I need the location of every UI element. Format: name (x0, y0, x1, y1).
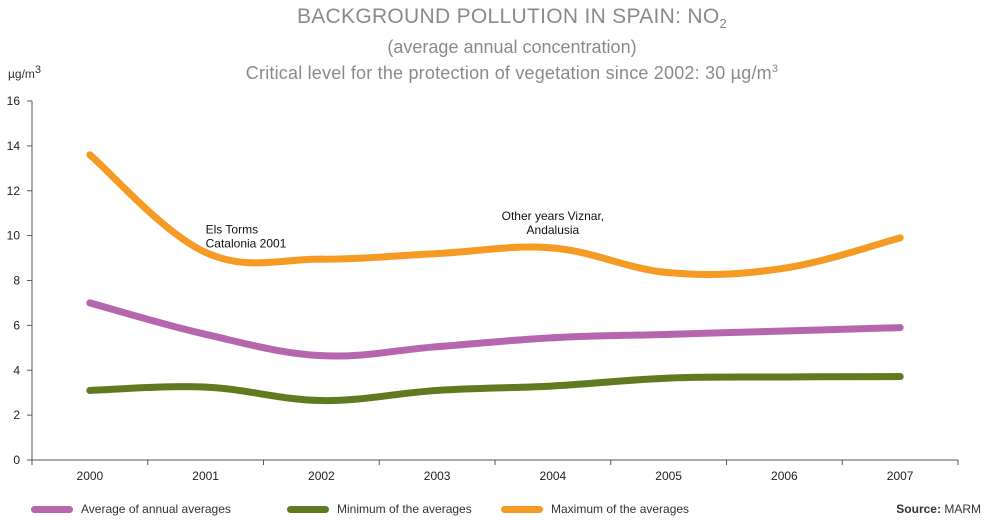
y-axis-unit-label: µg/m3 (8, 64, 42, 81)
chart-title-block: BACKGROUND POLLUTION IN SPAIN: NO2 (aver… (0, 4, 991, 85)
data-point-maximum-of-the-averages (896, 234, 904, 242)
legend-swatch-minimum (287, 505, 329, 513)
data-point-minimum-of-the-averages (202, 383, 210, 391)
y-tick-label: 2 (13, 408, 20, 422)
y-tick-label: 8 (13, 274, 20, 288)
data-point-minimum-of-the-averages (780, 373, 788, 381)
source-note: Source: MARM (896, 502, 981, 516)
y-tick-label: 0 (13, 453, 20, 467)
data-point-average-of-annual-averages (86, 299, 94, 307)
legend-swatch-maximum (501, 505, 543, 513)
data-point-average-of-annual-averages (549, 334, 557, 342)
legend-label-maximum: Maximum of the averages (551, 502, 690, 516)
legend-item-average: Average of annual averages (31, 502, 231, 516)
data-point-average-of-annual-averages (317, 352, 325, 360)
data-point-minimum-of-the-averages (665, 374, 673, 382)
y-tick-label: 14 (7, 139, 21, 153)
legend-item-minimum: Minimum of the averages (287, 502, 472, 516)
series-line-average-of-annual-averages (86, 299, 904, 360)
series-line-minimum-of-the-averages (86, 373, 904, 405)
legend: Average of annual averages Minimum of th… (0, 502, 991, 520)
data-point-minimum-of-the-averages (86, 386, 94, 394)
x-tick-label: 2000 (77, 469, 104, 483)
x-tick-label: 2003 (424, 469, 451, 483)
data-point-average-of-annual-averages (896, 324, 904, 332)
x-tick-label: 2001 (192, 469, 219, 483)
y-tick-label: 4 (13, 363, 20, 377)
data-point-maximum-of-the-averages (317, 255, 325, 263)
x-tick-label: 2005 (655, 469, 682, 483)
annotation-text: Els Torms (206, 222, 258, 236)
chart-title: BACKGROUND POLLUTION IN SPAIN: NO2 (296, 5, 728, 32)
y-tick-label: 12 (7, 184, 21, 198)
legend-label-minimum: Minimum of the averages (337, 502, 472, 516)
data-point-minimum-of-the-averages (433, 386, 441, 394)
legend-label-average: Average of annual averages (81, 502, 231, 516)
data-point-average-of-annual-averages (665, 330, 673, 338)
data-point-average-of-annual-averages (202, 330, 210, 338)
chart-subtitle-critical-level: Critical level for the protection of veg… (245, 63, 779, 84)
data-point-minimum-of-the-averages (549, 382, 557, 390)
x-tick-label: 2007 (887, 469, 914, 483)
series-line-maximum-of-the-averages (86, 151, 904, 278)
data-point-maximum-of-the-averages (86, 151, 94, 159)
legend-item-maximum: Maximum of the averages (501, 502, 689, 516)
chart-subtitle: (average annual concentration) (387, 37, 637, 58)
x-tick-label: 2006 (771, 469, 798, 483)
annotation-text: Other years Viznar, (502, 209, 605, 223)
data-point-maximum-of-the-averages (549, 244, 557, 252)
data-point-average-of-annual-averages (780, 327, 788, 335)
data-point-maximum-of-the-averages (665, 269, 673, 277)
data-point-average-of-annual-averages (433, 343, 441, 351)
x-tick-label: 2002 (308, 469, 335, 483)
annotation-text: Catalonia 2001 (206, 236, 287, 250)
data-point-maximum-of-the-averages (433, 250, 441, 258)
x-tick-label: 2004 (540, 469, 567, 483)
legend-swatch-average (31, 505, 73, 513)
data-point-maximum-of-the-averages (202, 248, 210, 256)
data-point-minimum-of-the-averages (317, 397, 325, 405)
annotation-text: Andalusia (527, 223, 580, 237)
data-point-minimum-of-the-averages (896, 373, 904, 381)
y-tick-label: 6 (13, 318, 20, 332)
data-point-maximum-of-the-averages (780, 264, 788, 272)
y-tick-label: 10 (7, 229, 21, 243)
y-tick-label: 16 (7, 94, 21, 108)
